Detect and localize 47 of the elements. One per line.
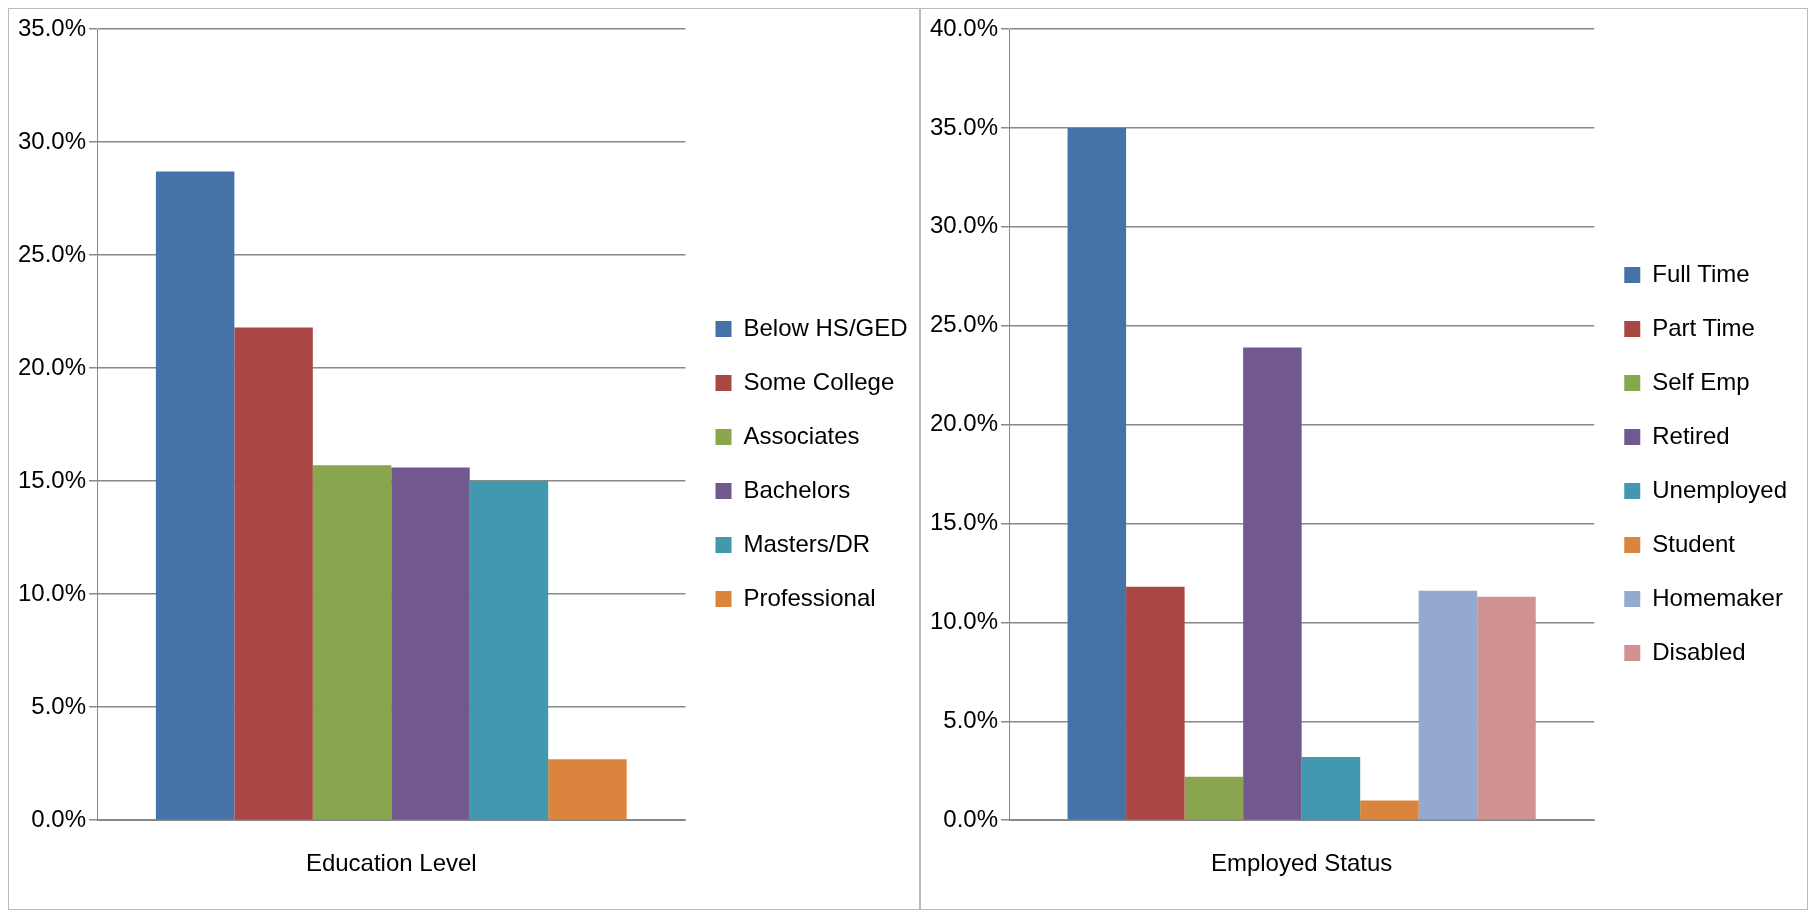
y-tick-label: 30.0% bbox=[929, 211, 999, 239]
y-tick-label: 10.0% bbox=[929, 607, 999, 635]
legend-label: Bachelors bbox=[743, 475, 851, 503]
y-tick-label: 35.0% bbox=[929, 112, 999, 140]
legend-label: Student bbox=[1652, 529, 1736, 557]
x-tick-label: Education Level bbox=[305, 849, 477, 877]
legend-label: Associates bbox=[743, 421, 860, 449]
legend-label: Self Emp bbox=[1652, 367, 1750, 395]
y-tick-label: 5.0% bbox=[943, 705, 999, 733]
bar bbox=[1418, 590, 1478, 820]
y-tick-label: 30.0% bbox=[17, 126, 87, 154]
bar bbox=[1184, 776, 1244, 820]
bar bbox=[234, 327, 313, 820]
legend-label: Retired bbox=[1652, 421, 1730, 449]
y-tick-label: 25.0% bbox=[17, 239, 87, 267]
legend-label: Unemployed bbox=[1652, 475, 1788, 503]
bar bbox=[469, 481, 549, 820]
y-tick-label: 25.0% bbox=[929, 310, 999, 338]
legend-label: Professional bbox=[743, 583, 876, 611]
legend-label: Some College bbox=[743, 367, 895, 395]
y-tick-label: 40.0% bbox=[929, 13, 999, 41]
y-tick-label: 0.0% bbox=[31, 804, 87, 832]
legend-label: Disabled bbox=[1652, 637, 1746, 665]
y-tick-label: 15.0% bbox=[929, 508, 999, 536]
legend-label: Masters/DR bbox=[743, 529, 871, 557]
y-tick-label: 5.0% bbox=[31, 691, 87, 719]
bar bbox=[1126, 586, 1185, 820]
x-tick-label: Employed Status bbox=[1210, 849, 1393, 877]
y-tick-label: 15.0% bbox=[17, 465, 87, 493]
y-tick-label: 20.0% bbox=[929, 409, 999, 437]
y-tick-label: 35.0% bbox=[17, 13, 87, 41]
bar bbox=[391, 467, 470, 820]
legend-label: Full Time bbox=[1652, 259, 1750, 287]
bar bbox=[548, 759, 627, 820]
y-tick-label: 10.0% bbox=[17, 578, 87, 606]
bar bbox=[312, 465, 392, 820]
bar bbox=[1301, 756, 1361, 820]
bar bbox=[1243, 347, 1302, 820]
bar bbox=[155, 171, 235, 820]
legend-label: Part Time bbox=[1652, 313, 1755, 341]
legend-label: Below HS/GED bbox=[743, 313, 908, 341]
bar bbox=[1067, 127, 1127, 820]
bar bbox=[1360, 800, 1419, 820]
legend-label: Homemaker bbox=[1652, 583, 1783, 611]
y-tick-label: 0.0% bbox=[943, 804, 999, 832]
bar bbox=[1477, 596, 1536, 820]
y-tick-label: 20.0% bbox=[17, 352, 87, 380]
